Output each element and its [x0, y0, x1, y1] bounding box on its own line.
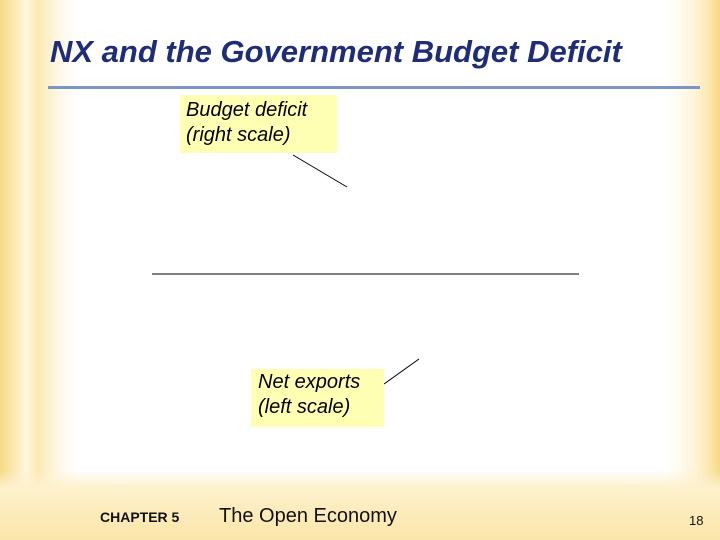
footer-chapter: CHAPTER 5: [100, 509, 180, 525]
footer-page-number: 18: [689, 513, 704, 528]
net-exports-callout: Net exports (left scale): [251, 369, 384, 427]
budget-deficit-callout: Budget deficit (right scale): [180, 95, 337, 153]
net-exports-scale-label: (left scale): [258, 396, 351, 418]
right-decorative-band: [666, 0, 720, 540]
budget-deficit-scale-label: (right scale): [186, 124, 291, 146]
budget-deficit-pointer: [292, 154, 348, 188]
title-underline: [48, 86, 700, 89]
footer-book-title: The Open Economy: [219, 505, 397, 527]
net-exports-label: Net exports: [258, 371, 361, 393]
budget-deficit-label: Budget deficit: [186, 99, 308, 121]
footer-band: [0, 470, 720, 540]
net-exports-pointer: [383, 358, 420, 385]
slide-title: NX and the Government Budget Deficit: [50, 34, 622, 69]
left-decorative-band: [0, 0, 78, 540]
